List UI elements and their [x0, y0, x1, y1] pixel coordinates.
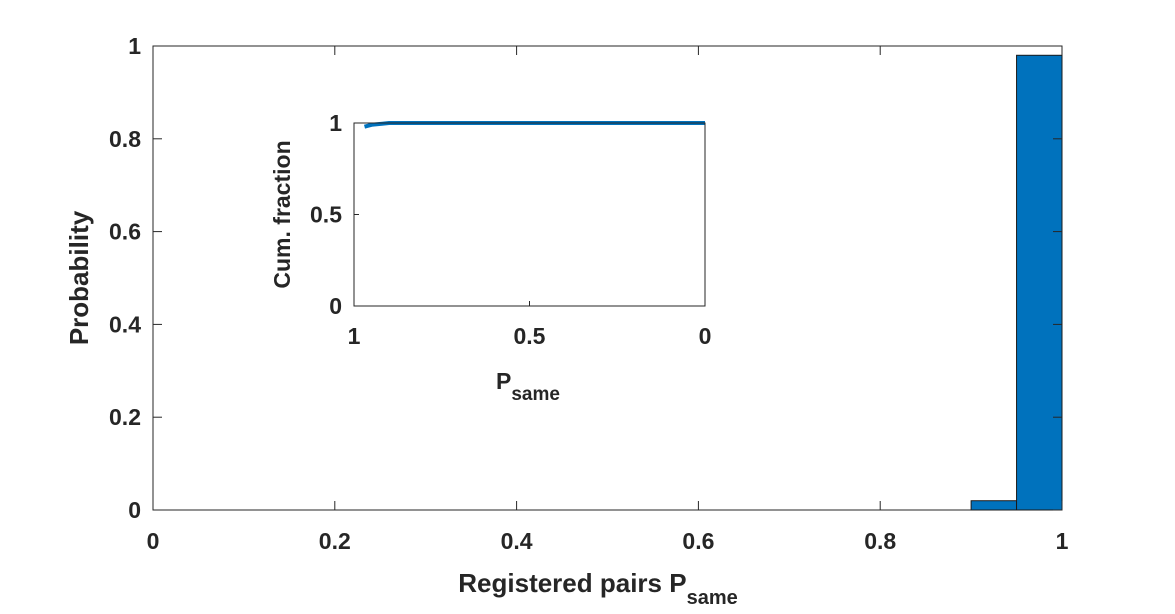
y-tick-label: 1	[128, 33, 141, 59]
inset-y-tick-label: 0	[329, 293, 342, 319]
main-y-axis-title: Probability	[64, 210, 94, 345]
main-x-axis-title-main: Registered pairs P	[458, 568, 686, 598]
x-tick-label: 0.4	[501, 528, 533, 554]
inset-y-tick-label: 0.5	[310, 202, 342, 228]
y-tick-label: 0.6	[109, 219, 141, 245]
x-tick-label: 0.2	[319, 528, 351, 554]
y-tick-label: 0	[128, 497, 141, 523]
x-tick-label: 0	[147, 528, 160, 554]
inset-axes: 1 0.5 0 00.51 Psame Cum. fraction	[269, 110, 711, 405]
x-tick-label: 1	[1056, 528, 1069, 554]
inset-x-axis-title-subscript: same	[511, 384, 560, 405]
main-x-axis-title-subscript: same	[687, 587, 738, 609]
inset-background	[354, 123, 705, 306]
inset-y-tick-label: 1	[329, 110, 342, 136]
y-tick-label: 0.8	[109, 126, 141, 152]
inset-x-tick-label: 1	[348, 323, 361, 349]
y-tick-label: 0.2	[109, 404, 141, 430]
inset-x-axis-title-main: P	[496, 368, 511, 394]
x-tick-label: 0.8	[864, 528, 896, 554]
inset-x-tick-label: 0	[699, 323, 712, 349]
y-tick-label: 0.4	[109, 311, 141, 337]
main-axes: 0 0.2 0.4 0.6 0.8 1 0 0.2 0.4 0.6 0.8 1 Registered…	[64, 33, 1069, 609]
x-tick-label: 0.6	[682, 528, 714, 554]
inset-y-axis-title: Cum. fraction	[269, 140, 295, 288]
inset-x-axis-title: Psame	[496, 368, 560, 405]
inset-y-ticks: 00.51	[310, 110, 359, 319]
histogram-bar	[970, 500, 1018, 511]
inset-x-tick-label: 0.5	[514, 323, 546, 349]
histogram-bar	[1016, 54, 1063, 511]
inset-x-ticks: 1 0.5 0	[348, 301, 712, 349]
main-x-axis-title: Registered pairs Psame	[458, 568, 737, 609]
main-bars	[970, 54, 1063, 511]
main-y-ticks: 0 0.2 0.4 0.6 0.8 1	[109, 33, 1062, 523]
main-x-ticks: 0 0.2 0.4 0.6 0.8 1	[147, 46, 1069, 554]
